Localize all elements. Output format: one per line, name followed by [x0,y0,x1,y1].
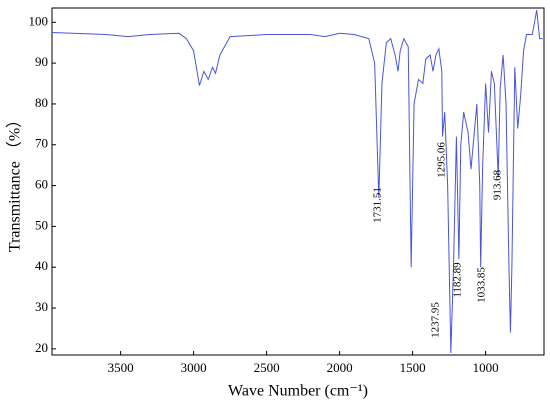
x-tick-label: 1500 [400,360,426,375]
peak-label: 1182.89 [452,262,464,298]
y-tick-label: 70 [35,136,48,151]
y-tick-label: 90 [35,54,48,69]
x-axis-title: Wave Number (cm⁻¹) [228,383,368,400]
y-tick-label: 40 [35,258,48,273]
x-tick-label: 1000 [473,360,499,375]
x-tick-label: 2500 [254,360,280,375]
spectrum-line [51,9,543,353]
y-tick-label: 80 [35,95,48,110]
x-tick-label: 2000 [327,360,353,375]
y-tick-label: 60 [35,177,48,192]
plot-frame [51,7,545,356]
x-tick-label: 3500 [108,360,134,375]
y-axis-title: Transmittance （%） [6,112,24,252]
peak-label: 913.68 [492,169,504,200]
peak-label: 1033.85 [476,267,488,303]
peak-label: 1295.06 [436,142,448,178]
y-tick-label: 20 [35,340,48,355]
y-tick-label: 30 [35,299,48,314]
x-tick-label: 3000 [181,360,207,375]
y-tick-label: 50 [35,217,48,232]
peak-label: 1731.51 [372,187,384,223]
peak-label: 1237.95 [430,302,442,338]
y-tick-label: 100 [29,13,49,28]
